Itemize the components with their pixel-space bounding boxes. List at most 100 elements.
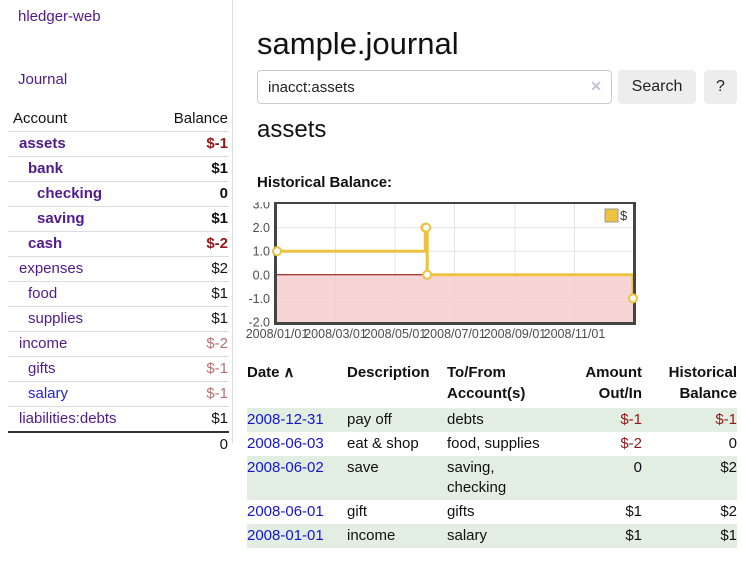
account-row: liabilities:debts $1 [8,406,229,431]
account-link-cash[interactable]: cash [28,235,63,252]
svg-text:1.0: 1.0 [253,245,270,259]
account-link-income[interactable]: income [19,335,68,352]
search-form: ✕ Search ? [257,70,737,104]
account-balance: $-2 [206,235,228,252]
accounts-header-balance: Balance [173,110,228,127]
register-header-date[interactable]: Date ∧ [247,364,295,381]
svg-text:2008/05/01: 2008/05/01 [364,327,427,341]
svg-text:2008/11/01: 2008/11/01 [544,327,606,341]
transaction-balance-cell: 0 [728,435,737,452]
transaction-date-link[interactable]: 2008-06-01 [247,503,324,520]
svg-text:-2.0: -2.0 [248,316,270,330]
svg-text:-1.0: -1.0 [248,292,270,306]
transaction-description-cell: gift [347,503,368,520]
sidebar: hledger-web Journal Account Balance asse… [0,0,233,453]
account-balance: $1 [211,210,228,227]
register-header-amount: Amount Out/In [585,364,642,402]
chart-label: Historical Balance: [257,174,393,191]
transaction-description-cell: income [347,527,396,544]
account-row: checking 0 [8,181,229,206]
account-balance: $-1 [206,135,228,152]
transaction-date-link[interactable]: 2008-06-02 [247,459,324,476]
transaction-description-cell: pay off [347,411,392,428]
transaction-accounts-cell: debts [447,411,484,428]
account-link-expenses[interactable]: expenses [19,260,84,277]
transaction-date-cell: 2008-12-31 [247,408,347,432]
transaction-balance-cell: $1 [720,527,737,544]
svg-text:2008/03/01: 2008/03/01 [304,327,367,341]
accounts-total-value: 0 [219,436,228,453]
help-button[interactable]: ? [704,70,737,104]
transaction-amount-cell: $-1 [620,411,642,428]
account-heading: assets [257,116,327,143]
transaction-amount-cell: $1 [625,503,642,520]
account-link-supplies[interactable]: supplies [28,310,84,327]
sidebar-item-journal[interactable]: Journal [18,71,68,88]
transaction-description-cell: save [347,459,379,476]
svg-text:0.0: 0.0 [253,268,270,282]
register-row: 2008-12-31 pay off debts $-1 $-1 [247,408,737,432]
transaction-balance-cell: $-1 [715,411,737,428]
account-link-saving[interactable]: saving [37,210,85,227]
account-balance: $-2 [206,335,228,352]
register-header-row: Date ∧ Description To/From Account(s) Amou… [247,362,737,408]
account-balance: $1 [211,310,228,327]
account-balance: $-1 [206,360,228,377]
accounts-table-header: Account Balance [8,107,229,131]
svg-text:3.0: 3.0 [253,202,270,212]
transaction-date-link[interactable]: 2008-12-31 [247,411,324,428]
search-button[interactable]: Search [618,70,696,104]
account-balance: $1 [211,160,228,177]
page-title: sample.journal [257,25,459,61]
svg-text:2.0: 2.0 [253,221,270,235]
transaction-description-cell: eat & shop [347,435,419,452]
account-balance: $1 [211,410,228,427]
search-input[interactable] [257,70,612,104]
transaction-date-link[interactable]: 2008-01-01 [247,527,324,544]
register-header-balance: Historical Balance [668,364,737,402]
register-row: 2008-06-02 save saving, checking 0 $2 [247,456,737,500]
register-header-accounts: To/From Account(s) [447,364,526,402]
transaction-balance-cell: $2 [720,459,737,476]
account-row: saving $1 [8,206,229,231]
accounts-header-account: Account [13,110,68,127]
account-link-assets[interactable]: assets [19,135,66,152]
accounts-table: Account Balance assets $-1 bank $1 checking 0… [8,107,229,456]
svg-text:$: $ [620,208,628,223]
register-row: 2008-01-01 income salary $1 $1 [247,524,737,548]
account-row: cash $-2 [8,231,229,256]
transaction-date-link[interactable]: 2008-06-03 [247,435,324,452]
account-balance: $2 [211,260,228,277]
transaction-accounts-cell: gifts [447,503,475,520]
transaction-amount-cell: 0 [633,459,642,476]
account-balance: 0 [219,185,228,202]
account-link-gifts[interactable]: gifts [28,360,56,377]
account-link-checking[interactable]: checking [37,185,103,202]
account-balance: $-1 [206,385,228,402]
transaction-date-cell: 2008-06-01 [247,500,347,524]
transaction-date-cell: 2008-01-01 [247,524,347,548]
app-title-link[interactable]: hledger-web [18,8,101,25]
account-link-liabilities-debts[interactable]: liabilities:debts [19,410,117,427]
chart-canvas[interactable]: 3.0 2.0 1.0 0.0 -1.0 -2.02008/01/012008/03/01… [241,202,741,350]
account-row: expenses $2 [8,256,229,281]
clear-search-icon[interactable]: ✕ [590,78,602,94]
register-header-description: Description [347,364,430,381]
account-row: assets $-1 [8,131,229,156]
register-table: Date ∧ Description To/From Account(s) Amou… [247,362,737,548]
account-link-bank[interactable]: bank [28,160,64,177]
historical-balance-chart[interactable]: 3.0 2.0 1.0 0.0 -1.0 -2.0 2008/01/01 2008/03/01… [241,202,741,350]
transaction-accounts-cell: food, supplies [447,435,540,452]
transaction-date-cell: 2008-06-02 [247,456,347,500]
account-row: bank $1 [8,156,229,181]
transaction-date-cell: 2008-06-03 [247,432,347,456]
account-link-salary[interactable]: salary [28,385,69,402]
account-row: salary $-1 [8,381,229,406]
account-link-food[interactable]: food [28,285,58,302]
account-row: food $1 [8,281,229,306]
transaction-balance-cell: $2 [720,503,737,520]
register-row: 2008-06-01 gift gifts $1 $2 [247,500,737,524]
svg-text:2008/07/01: 2008/07/01 [423,327,486,341]
account-row: gifts $-1 [8,356,229,381]
account-balance: $1 [211,285,228,302]
